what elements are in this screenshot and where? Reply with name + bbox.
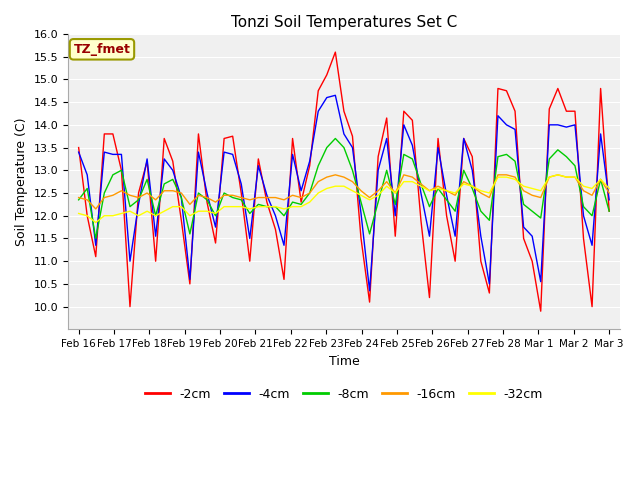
-2cm (537, 308, 545, 314)
Text: TZ_fmet: TZ_fmet (74, 43, 131, 56)
-2cm (349, 133, 356, 139)
-2cm (237, 190, 245, 196)
-4cm (460, 135, 468, 141)
-2cm (605, 208, 613, 214)
-16cm (460, 179, 468, 184)
-16cm (92, 206, 100, 212)
-32cm (605, 186, 613, 192)
-2cm (75, 144, 83, 150)
-16cm (340, 174, 348, 180)
-8cm (596, 177, 604, 182)
-32cm (229, 204, 237, 210)
Line: -8cm: -8cm (79, 138, 609, 239)
-8cm (246, 211, 253, 216)
-8cm (340, 144, 348, 150)
-16cm (605, 190, 613, 196)
-32cm (451, 190, 459, 196)
-16cm (229, 192, 237, 198)
-4cm (237, 181, 245, 187)
-2cm (323, 72, 331, 78)
-16cm (75, 195, 83, 201)
-32cm (92, 220, 100, 226)
-4cm (605, 197, 613, 203)
-16cm (357, 188, 365, 193)
-8cm (460, 168, 468, 173)
-32cm (596, 177, 604, 182)
Line: -4cm: -4cm (79, 96, 609, 291)
-32cm (246, 206, 253, 212)
-4cm (75, 149, 83, 155)
Title: Tonzi Soil Temperatures Set C: Tonzi Soil Temperatures Set C (231, 15, 457, 30)
-4cm (323, 95, 331, 100)
Y-axis label: Soil Temperature (C): Soil Temperature (C) (15, 118, 28, 246)
-4cm (349, 144, 356, 150)
-2cm (332, 49, 339, 55)
-4cm (596, 131, 604, 137)
-4cm (365, 288, 373, 294)
Line: -2cm: -2cm (79, 52, 609, 311)
-2cm (451, 258, 459, 264)
Line: -32cm: -32cm (79, 175, 609, 223)
-16cm (596, 177, 604, 182)
-32cm (554, 172, 562, 178)
-8cm (332, 135, 339, 141)
-4cm (220, 149, 228, 155)
-2cm (596, 85, 604, 91)
-32cm (349, 188, 356, 193)
-16cm (332, 172, 339, 178)
Line: -16cm: -16cm (79, 175, 609, 209)
-16cm (246, 197, 253, 203)
-2cm (220, 135, 228, 141)
-8cm (229, 195, 237, 201)
-32cm (75, 211, 83, 216)
X-axis label: Time: Time (328, 355, 359, 368)
-32cm (332, 183, 339, 189)
-4cm (332, 93, 339, 98)
-8cm (75, 197, 83, 203)
-8cm (92, 236, 100, 241)
-8cm (605, 208, 613, 214)
Legend: -2cm, -4cm, -8cm, -16cm, -32cm: -2cm, -4cm, -8cm, -16cm, -32cm (140, 383, 548, 406)
-8cm (357, 199, 365, 205)
